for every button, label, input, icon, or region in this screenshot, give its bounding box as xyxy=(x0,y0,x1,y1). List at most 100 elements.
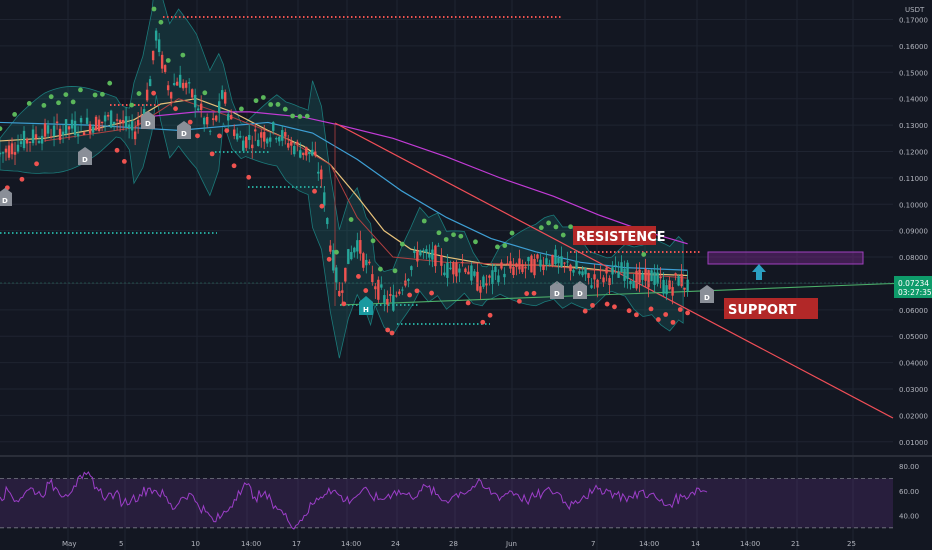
candle-body xyxy=(536,254,539,259)
candle-body xyxy=(335,267,338,283)
candle-body xyxy=(566,261,569,263)
candle-body xyxy=(124,116,128,127)
pivot-dot xyxy=(531,290,537,296)
candle-body xyxy=(187,82,191,84)
candles xyxy=(0,28,689,313)
x-tick-label: 28 xyxy=(449,540,458,548)
candle-body xyxy=(632,281,635,289)
candle-body xyxy=(656,272,659,284)
resistance-zone xyxy=(707,251,864,265)
x-tick-label: May xyxy=(62,540,76,548)
pivot-dot xyxy=(356,274,361,279)
pivot-dot xyxy=(246,174,252,180)
candle-body xyxy=(64,119,68,134)
purple-moving-average xyxy=(142,111,688,245)
candle-body xyxy=(680,274,683,287)
candle-body xyxy=(515,263,518,268)
divergence-badge: D xyxy=(78,147,92,165)
candle-body xyxy=(70,119,74,129)
pivot-dot xyxy=(114,147,120,153)
candle-body xyxy=(392,294,395,311)
y-tick-label: 0.16000 xyxy=(899,43,928,51)
candle-body xyxy=(163,65,167,72)
pattern-badges: D D D D D D D H xyxy=(0,111,714,315)
candle-body xyxy=(166,85,170,91)
hidden-divergence-badge: H xyxy=(359,296,373,315)
pivot-dot xyxy=(487,312,493,318)
pivot-dot xyxy=(641,252,647,257)
pivot-dot xyxy=(173,106,178,112)
y-tick-label: 0.06000 xyxy=(899,307,928,315)
pivot-dot xyxy=(19,176,25,182)
candle-body xyxy=(338,290,341,296)
y-tick-label: 0.01000 xyxy=(899,439,928,447)
pivot-dot xyxy=(560,232,566,238)
candle-body xyxy=(133,131,137,140)
candle-body xyxy=(329,245,332,252)
candle-body xyxy=(49,136,53,138)
candle-body xyxy=(371,274,374,283)
candle-body xyxy=(103,115,107,122)
pivot-dot xyxy=(341,301,347,307)
pivot-dot xyxy=(480,319,486,325)
pivot-dot xyxy=(377,266,383,272)
y-tick-label: 0.13000 xyxy=(899,122,928,130)
candle-body xyxy=(620,262,623,273)
candle-body xyxy=(112,121,116,125)
candle-body xyxy=(428,253,431,258)
support-label-text: SUPPORT xyxy=(728,303,796,318)
candle-body xyxy=(58,128,62,141)
candle-body xyxy=(61,131,65,136)
candle-body xyxy=(602,277,605,283)
candle-body xyxy=(236,133,239,140)
pivot-dots xyxy=(0,6,691,336)
candle-body xyxy=(142,109,146,116)
candle-body xyxy=(497,275,500,283)
candle-body xyxy=(572,269,575,273)
candle-body xyxy=(449,267,452,270)
candle-body xyxy=(659,276,662,279)
pivot-dot xyxy=(546,220,552,226)
pivot-dot xyxy=(253,98,259,104)
candle-body xyxy=(662,279,665,294)
candle-body xyxy=(425,249,428,253)
badge-shape xyxy=(141,111,155,129)
candle-body xyxy=(205,116,209,125)
candle-body xyxy=(242,140,245,151)
pivot-dot xyxy=(63,92,69,98)
candle-body xyxy=(130,121,134,131)
candle-body xyxy=(350,252,353,260)
pivot-dot xyxy=(465,300,471,306)
candle-body xyxy=(148,79,152,87)
pivot-dot xyxy=(626,308,632,314)
candle-body xyxy=(269,137,272,142)
candle-body xyxy=(211,118,215,120)
candle-body xyxy=(347,249,350,264)
time-axis: May 5 10 14:00 17 14:00 24 28 Jun 7 14:00 14 14:00 21… xyxy=(62,540,856,548)
candle-body xyxy=(455,262,458,277)
candle-body xyxy=(91,126,95,133)
candle-body xyxy=(677,276,680,286)
candle-body xyxy=(551,254,554,265)
candle-body xyxy=(202,117,206,125)
candle-body xyxy=(323,192,326,206)
candle-body xyxy=(67,126,71,130)
candle-body xyxy=(644,268,647,281)
x-tick-label: 17 xyxy=(292,540,301,548)
pivot-dot xyxy=(121,158,127,164)
candle-body xyxy=(476,271,479,291)
annotations: RESISTENCE SUPPORT xyxy=(573,226,864,319)
candle-body xyxy=(509,261,512,269)
pivot-dot xyxy=(399,241,405,247)
support-label: SUPPORT xyxy=(724,298,818,319)
badge-letter: D xyxy=(2,197,8,205)
candle-body xyxy=(196,108,200,111)
pivot-dot xyxy=(385,327,391,333)
candle-body xyxy=(76,133,80,137)
candle-body xyxy=(121,119,125,124)
candle-body xyxy=(686,279,689,291)
candle-body xyxy=(79,118,83,123)
candle-body xyxy=(464,268,467,273)
candle-body xyxy=(437,245,440,247)
